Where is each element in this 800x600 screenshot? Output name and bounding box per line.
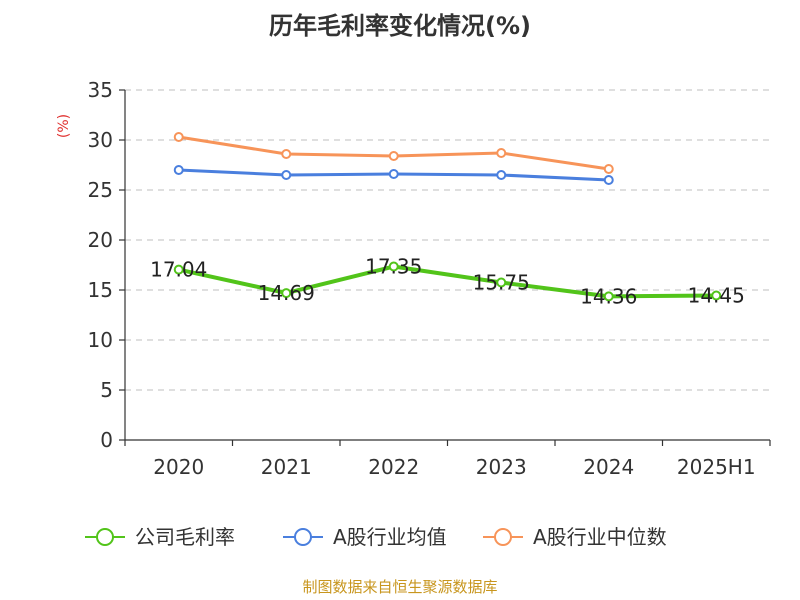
legend-marker (96, 528, 114, 546)
y-tick-label: 20 (88, 228, 113, 252)
x-tick-label: 2022 (368, 455, 419, 479)
data-point (496, 170, 507, 180)
data-point (388, 169, 399, 179)
data-label: 17.35 (365, 255, 422, 279)
data-point (603, 164, 614, 174)
x-tick-label: 2025H1 (677, 455, 756, 479)
data-point (388, 261, 399, 272)
y-tick-label: 35 (88, 78, 113, 102)
legend-label: A股行业中位数 (533, 525, 667, 549)
y-tick-label: 15 (88, 278, 113, 302)
y-tick-label: 10 (88, 328, 113, 352)
y-axis-unit-label: (%) (56, 114, 72, 138)
legend: 公司毛利率 A股行业均值 A股行业中位数 (85, 525, 667, 549)
data-label: 17.04 (150, 258, 207, 282)
legend-marker (494, 528, 512, 546)
data-label: 14.69 (258, 281, 315, 305)
data-label: 15.75 (473, 271, 530, 295)
x-tick-label: 2020 (153, 455, 204, 479)
data-point (281, 149, 292, 159)
axes (119, 89, 771, 446)
data-point (173, 264, 184, 275)
data-label: 14.45 (688, 284, 745, 308)
x-tick-label: 2023 (476, 455, 527, 479)
y-tick-label: 0 (100, 428, 113, 452)
data-point (281, 170, 292, 180)
data-point (281, 288, 292, 299)
data-point (173, 132, 184, 142)
grid-lines (125, 89, 770, 391)
y-tick-label: 5 (100, 378, 113, 402)
series-layer (173, 132, 722, 302)
data-point (711, 290, 722, 301)
data-point (496, 148, 507, 158)
x-tick-label: 2021 (261, 455, 312, 479)
data-point (603, 175, 614, 185)
x-tick-label: 2024 (583, 455, 634, 479)
data-labels-layer: 17.04 14.69 17.35 15.75 14.36 14.45 (150, 255, 745, 309)
x-axis-tick-labels: 2020 2021 2022 2023 2024 2025H1 (153, 455, 755, 479)
data-point (603, 291, 614, 302)
legend-label: A股行业均值 (333, 525, 447, 549)
data-point (496, 277, 507, 288)
chart-title: 历年毛利率变化情况(%) (269, 12, 531, 40)
source-note: 制图数据来自恒生聚源数据库 (302, 578, 497, 596)
legend-marker (294, 528, 312, 546)
y-tick-label: 25 (88, 178, 113, 202)
data-point (388, 151, 399, 161)
y-axis-tick-labels: 0 5 10 15 20 25 30 35 (88, 78, 113, 452)
data-point (173, 165, 184, 175)
data-label: 14.36 (580, 284, 637, 308)
legend-label: 公司毛利率 (135, 525, 235, 549)
y-tick-label: 30 (88, 128, 113, 152)
series-line-0 (176, 264, 719, 299)
